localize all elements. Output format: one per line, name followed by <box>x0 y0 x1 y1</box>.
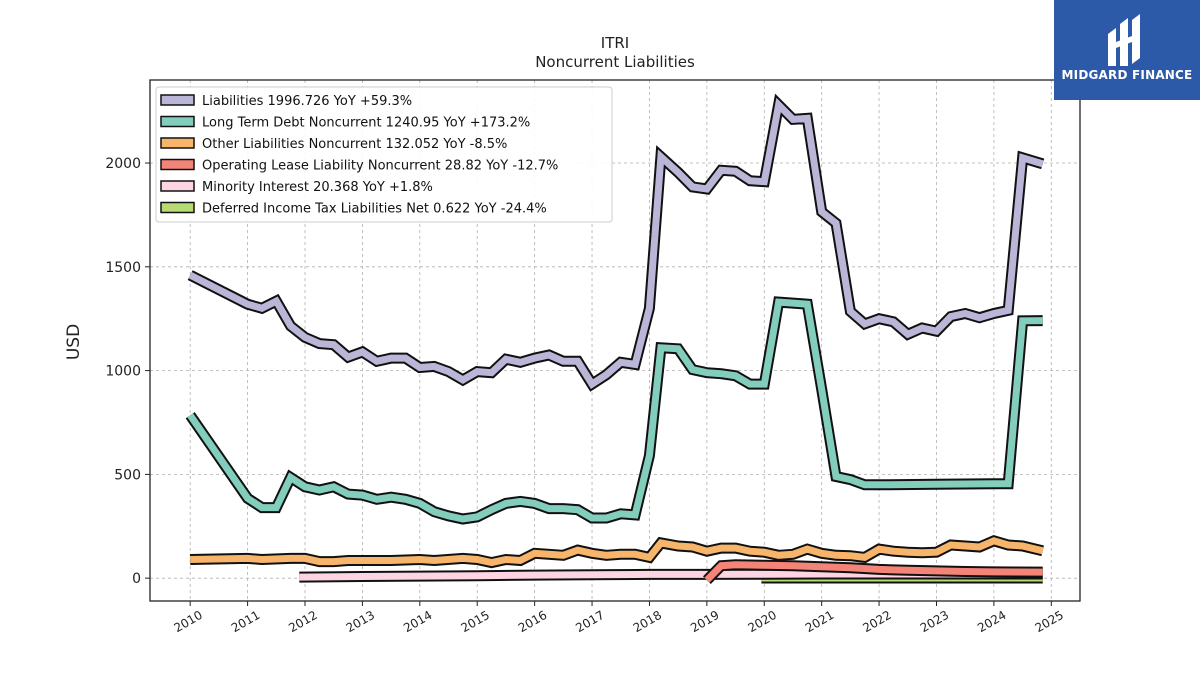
legend-entry: Deferred Income Tax Liabilities Net 0.62… <box>202 202 547 217</box>
x-tick-label: 2010 <box>171 608 204 635</box>
legend-entry: Long Term Debt Noncurrent 1240.95 YoY +1… <box>202 116 530 131</box>
midgard-finance-logo: MIDGARD FINANCE <box>1054 0 1200 100</box>
series-0 <box>187 93 1045 392</box>
chart-title: ITRI <box>601 34 629 52</box>
logo-text: MIDGARD FINANCE <box>1061 68 1193 82</box>
y-tick-label: 500 <box>114 467 141 483</box>
y-tick-label: 2000 <box>105 156 141 172</box>
x-tick-label: 2022 <box>860 608 893 635</box>
legend: Liabilities 1996.726 YoY +59.3% Long Term… <box>155 86 613 223</box>
legend-swatch <box>160 158 195 171</box>
legend-entry: Operating Lease Liability Noncurrent 28.… <box>202 159 558 174</box>
legend-entry: Other Liabilities Noncurrent 132.052 YoY… <box>202 137 507 152</box>
y-tick-label: 1500 <box>105 260 141 276</box>
legend-swatch <box>160 115 195 128</box>
series-line <box>704 561 1043 583</box>
series-layer <box>185 93 1045 585</box>
x-tick-label: 2015 <box>458 608 491 635</box>
x-tick-label: 2019 <box>688 608 721 635</box>
series-1 <box>185 296 1043 525</box>
x-tick-label: 2020 <box>746 608 779 635</box>
legend-entry: Liabilities 1996.726 YoY +59.3% <box>202 94 412 109</box>
x-tick-label: 2014 <box>401 608 434 635</box>
legend-swatch <box>160 201 195 214</box>
series-line <box>188 97 1044 389</box>
x-tick-label: 2012 <box>286 608 319 635</box>
x-tick-label: 2023 <box>918 608 951 635</box>
x-axis: 2010 2011 2012 2013 2014 2015 2016 2017 2018 2019… <box>171 601 1066 635</box>
y-tick-label: 0 <box>132 571 141 587</box>
series-line <box>187 298 1043 523</box>
x-tick-label: 2024 <box>975 608 1008 635</box>
x-tick-label: 2021 <box>803 608 836 635</box>
legend-swatch <box>160 180 195 192</box>
x-tick-label: 2011 <box>229 608 262 635</box>
y-tick-label: 1000 <box>105 364 141 380</box>
legend-swatch <box>160 137 195 149</box>
series-2 <box>190 534 1044 569</box>
series-3 <box>702 559 1043 585</box>
logo-mark-icon <box>1108 14 1140 66</box>
x-tick-label: 2018 <box>631 608 664 635</box>
legend-box <box>155 86 613 223</box>
series-line <box>190 537 1044 567</box>
legend-swatch <box>160 94 195 106</box>
x-tick-label: 2017 <box>573 608 606 635</box>
y-axis-label: USD <box>64 324 84 360</box>
legend-entry: Minority Interest 20.368 YoY +1.8% <box>202 180 433 195</box>
x-tick-label: 2025 <box>1033 608 1066 635</box>
plot-frame <box>149 79 1081 602</box>
x-tick-label: 2013 <box>344 608 377 635</box>
chart-subtitle: Noncurrent Liabilities <box>535 53 695 71</box>
y-axis: 0 500 1000 1500 2000 <box>105 156 150 587</box>
x-tick-label: 2016 <box>516 608 549 635</box>
